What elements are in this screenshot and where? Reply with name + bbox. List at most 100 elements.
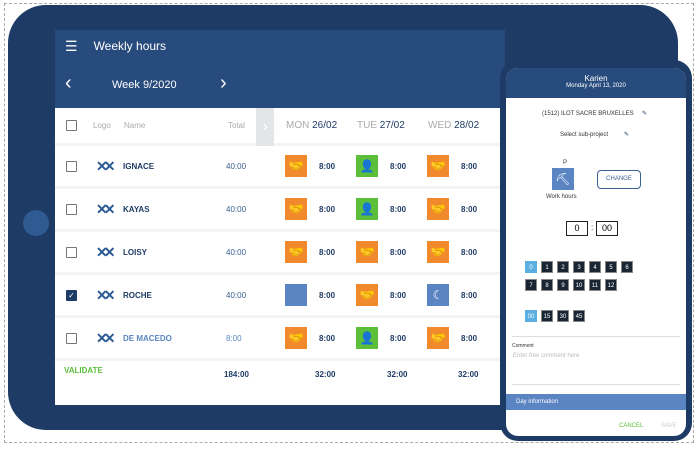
select-all-checkbox[interactable] (66, 120, 77, 131)
prev-week-button[interactable]: ‹ (65, 72, 72, 94)
day-hours: 8:00 (390, 333, 407, 343)
minute-option[interactable]: 45 (573, 310, 585, 322)
employee-name[interactable]: LOISY (123, 247, 148, 257)
table-row[interactable]: ✕✕ DE MACEDO 8:00 🤝 8:00 👤 8:00 🤝 8:00 (55, 318, 505, 361)
hour-option[interactable]: 10 (573, 279, 585, 291)
project-select[interactable]: (1512) ILOT SACRE BRUXELLES (542, 111, 634, 117)
tablet-home-button[interactable] (23, 210, 49, 236)
row-checkbox[interactable] (66, 160, 77, 172)
table-row[interactable]: ✓ ✕✕ ROCHE 40:00 8:00 🤝 8:00 ☾ 8:00 (55, 275, 505, 318)
week-label: Week 9/2020 (112, 79, 177, 91)
employee-total: 40:00 (226, 290, 247, 300)
day-total: 32:00 (315, 370, 336, 379)
handshake-icon: 🤝 (285, 327, 307, 349)
edit-icon[interactable]: ✎ (624, 132, 630, 138)
cancel-button[interactable]: CANCEL (619, 423, 644, 429)
minute-option[interactable]: 30 (557, 310, 569, 322)
day-cell[interactable]: 🤝 8:00 (285, 198, 335, 220)
day-cell[interactable]: ☾ 8:00 (427, 284, 477, 306)
hour-option[interactable]: 11 (589, 279, 601, 291)
day-hours: 8:00 (319, 333, 336, 343)
day-header: TUE 27/02 (357, 120, 405, 131)
hour-option[interactable]: 1 (541, 261, 553, 273)
table-row[interactable]: ✕✕ KAYAS 40:00 🤝 8:00 👤 8:00 🤝 8:00 (55, 189, 505, 232)
day-cell[interactable]: 🤝 8:00 (427, 327, 477, 349)
day-information-bar[interactable]: Day information (506, 394, 686, 410)
day-cell[interactable]: 8:00 (285, 284, 335, 306)
menu-icon[interactable]: ☰ (65, 37, 78, 54)
next-week-button[interactable]: › (220, 72, 227, 94)
hour-picker: 0 1 2 3 4 5 6 7 8 9 10 11 12 (525, 256, 655, 292)
stacked-square-icon (285, 284, 307, 306)
table-row[interactable]: ✕✕ IGNACE 40:00 🤝 8:00 👤 8:00 🤝 8:00 (55, 146, 505, 189)
employee-name[interactable]: ROCHE (123, 290, 152, 300)
day-cell[interactable]: 🤝 8:00 (356, 241, 406, 263)
day-hours: 8:00 (319, 247, 336, 257)
selection-outline (4, 3, 694, 443)
minute-option[interactable]: 15 (541, 310, 553, 322)
hour-option[interactable]: 3 (573, 261, 585, 273)
day-cell[interactable]: 🤝 8:00 (356, 284, 406, 306)
day-hours: 8:00 (319, 204, 336, 214)
day-total: 32:00 (458, 370, 479, 379)
comment-input[interactable]: Enter free comment here (513, 353, 580, 359)
hour-option[interactable]: 2 (557, 261, 569, 273)
hours-field[interactable]: 0 (566, 221, 588, 236)
day-hours: 8:00 (319, 290, 336, 300)
hour-option[interactable]: 5 (605, 261, 617, 273)
day-cell[interactable]: 🤝 8:00 (427, 155, 477, 177)
type-code: P (563, 160, 568, 166)
minute-option[interactable]: 00 (525, 310, 537, 322)
row-checkbox[interactable] (66, 246, 77, 258)
employee-total: 40:00 (226, 161, 247, 171)
day-hours: 8:00 (390, 161, 407, 171)
employee-total: 8:00 (226, 333, 242, 343)
page-title: Weekly hours (93, 39, 167, 53)
phone-frame: Karien Monday April 13, 2020 (1512) ILOT… (500, 60, 692, 441)
hour-option[interactable]: 7 (525, 279, 537, 291)
comment-label: Comment (512, 343, 534, 349)
company-logo-icon: ✕✕ (96, 243, 116, 260)
day-cell[interactable]: 👤 8:00 (356, 327, 406, 349)
app-header: ☰ Weekly hours ⚲ ❐ 📋 ⚙ (55, 30, 505, 62)
hour-option[interactable]: 0 (525, 261, 537, 273)
company-logo-icon: ✕✕ (96, 286, 116, 303)
employee-name[interactable]: KAYAS (123, 204, 150, 214)
minutes-field[interactable]: 00 (596, 221, 618, 236)
day-cell[interactable]: 🤝 8:00 (427, 198, 477, 220)
hour-option[interactable]: 8 (541, 279, 553, 291)
day-cell[interactable]: 👤 8:00 (356, 198, 406, 220)
day-hours: 8:00 (461, 161, 478, 171)
hour-option[interactable]: 4 (589, 261, 601, 273)
subproject-select[interactable]: Select sub-project (560, 132, 609, 138)
day-cell[interactable]: 👤 8:00 (356, 155, 406, 177)
day-hours: 8:00 (461, 290, 478, 300)
save-button[interactable]: SAVE (661, 423, 677, 429)
expand-columns-button[interactable]: › (256, 108, 274, 146)
validate-button[interactable]: VALIDATE (64, 366, 103, 375)
employee-name[interactable]: IGNACE (123, 161, 155, 171)
hour-option[interactable]: 6 (621, 261, 633, 273)
handshake-icon: 🤝 (427, 327, 449, 349)
table-row[interactable]: ✕✕ LOISY 40:00 🤝 8:00 🤝 8:00 🤝 8:00 (55, 232, 505, 275)
day-cell[interactable]: 🤝 8:00 (427, 241, 477, 263)
edit-icon[interactable]: ✎ (642, 111, 648, 117)
row-checkbox[interactable] (66, 203, 77, 215)
day-hours: 8:00 (319, 161, 336, 171)
day-cell[interactable]: 🤝 8:00 (285, 155, 335, 177)
row-checkbox[interactable]: ✓ (66, 289, 77, 301)
name-header: Name (124, 121, 146, 130)
handshake-icon: 🤝 (427, 155, 449, 177)
day-cell[interactable]: 🤝 8:00 (285, 241, 335, 263)
total-header: Total (228, 121, 245, 130)
day-hours: 8:00 (390, 290, 407, 300)
day-cell[interactable]: 🤝 8:00 (285, 327, 335, 349)
hour-option[interactable]: 9 (557, 279, 569, 291)
day-header: WED 28/02 (428, 120, 480, 131)
entry-date: Monday April 13, 2020 (566, 83, 626, 89)
table-header: Logo Name Total › MON 26/02 TUE 27/02 WE… (55, 108, 505, 146)
employee-name[interactable]: DE MACEDO (123, 333, 172, 343)
change-button[interactable]: CHANGE (597, 170, 641, 189)
hour-option[interactable]: 12 (605, 279, 617, 291)
row-checkbox[interactable] (66, 332, 77, 344)
